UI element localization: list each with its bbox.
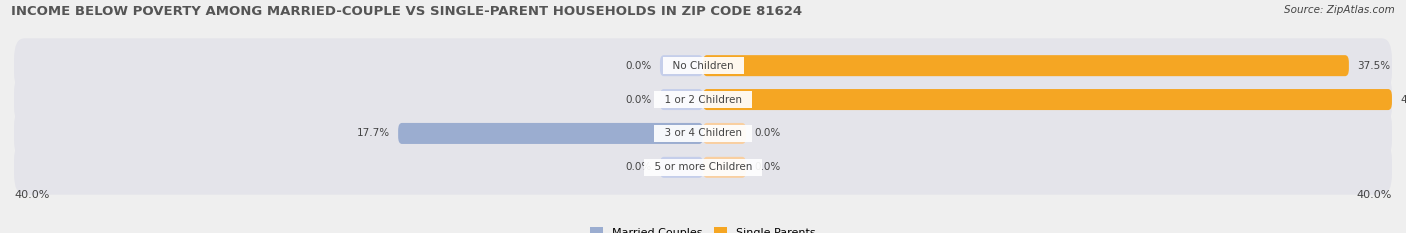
Text: 0.0%: 0.0% (626, 61, 651, 71)
Text: INCOME BELOW POVERTY AMONG MARRIED-COUPLE VS SINGLE-PARENT HOUSEHOLDS IN ZIP COD: INCOME BELOW POVERTY AMONG MARRIED-COUPL… (11, 5, 803, 18)
FancyBboxPatch shape (14, 140, 1392, 195)
FancyBboxPatch shape (659, 89, 703, 110)
Text: 17.7%: 17.7% (356, 128, 389, 138)
FancyBboxPatch shape (659, 157, 703, 178)
FancyBboxPatch shape (703, 123, 747, 144)
Text: 3 or 4 Children: 3 or 4 Children (658, 128, 748, 138)
Text: 0.0%: 0.0% (755, 162, 780, 172)
FancyBboxPatch shape (14, 72, 1392, 127)
Legend: Married Couples, Single Parents: Married Couples, Single Parents (586, 223, 820, 233)
Text: 5 or more Children: 5 or more Children (648, 162, 758, 172)
Text: 0.0%: 0.0% (626, 95, 651, 105)
Text: Source: ZipAtlas.com: Source: ZipAtlas.com (1284, 5, 1395, 15)
Text: 1 or 2 Children: 1 or 2 Children (658, 95, 748, 105)
FancyBboxPatch shape (703, 55, 1348, 76)
Text: 40.0%: 40.0% (1400, 95, 1406, 105)
Text: 37.5%: 37.5% (1358, 61, 1391, 71)
Text: 40.0%: 40.0% (1357, 190, 1392, 200)
FancyBboxPatch shape (659, 55, 703, 76)
FancyBboxPatch shape (398, 123, 703, 144)
FancyBboxPatch shape (14, 106, 1392, 161)
FancyBboxPatch shape (703, 157, 747, 178)
FancyBboxPatch shape (14, 38, 1392, 93)
FancyBboxPatch shape (703, 89, 1392, 110)
Text: 0.0%: 0.0% (755, 128, 780, 138)
Text: 0.0%: 0.0% (626, 162, 651, 172)
Text: No Children: No Children (666, 61, 740, 71)
Text: 40.0%: 40.0% (14, 190, 49, 200)
